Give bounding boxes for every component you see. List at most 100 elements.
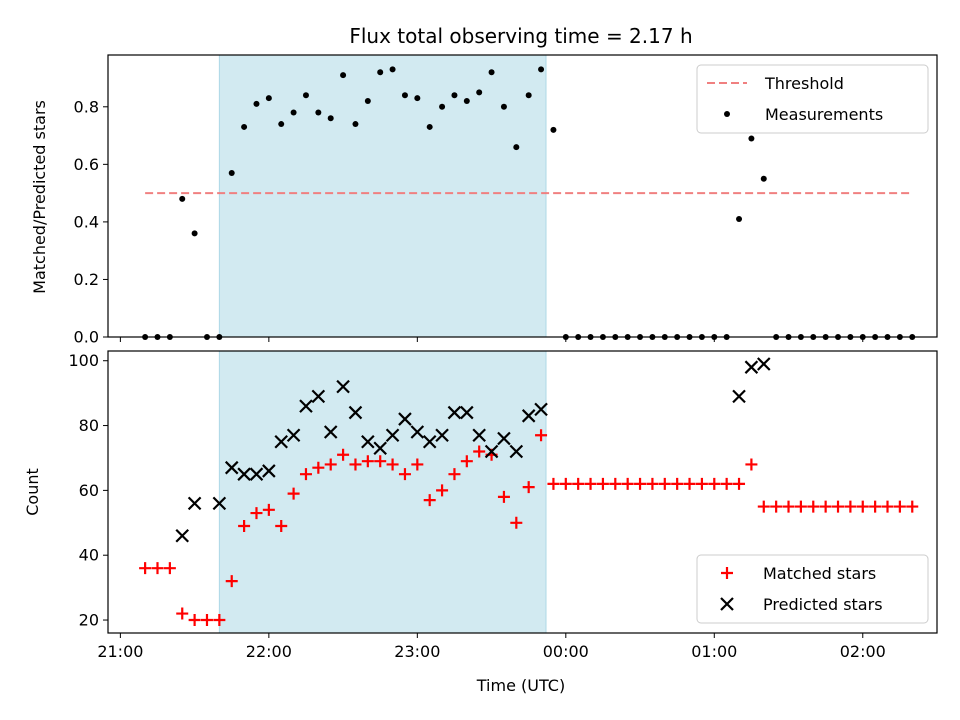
predicted-star-point — [484, 444, 499, 459]
predicted-star-point — [286, 428, 301, 443]
matched-star-point — [225, 575, 238, 588]
predicted-star-point — [274, 434, 289, 449]
matched-star-point — [782, 500, 795, 513]
x-tick-label: 01:00 — [691, 642, 737, 661]
measurement-point — [476, 89, 483, 96]
measurement-point — [760, 175, 767, 182]
measurement-point — [364, 98, 371, 105]
predicted-star-point — [398, 412, 412, 426]
matched-star-point — [906, 500, 919, 513]
legend-measurements-label: Measurements — [765, 105, 883, 124]
measurement-point — [241, 123, 248, 130]
predicted-star-point — [348, 405, 363, 420]
matched-star-point — [448, 468, 461, 481]
bottom-axes-frame — [107, 350, 938, 634]
matched-star-point — [349, 458, 362, 471]
matched-star-point — [547, 477, 560, 490]
matched-star-point — [473, 445, 486, 458]
matched-star-point — [275, 520, 288, 533]
x-axis-label: Time (UTC) — [476, 676, 565, 695]
matched-star-point — [683, 477, 696, 490]
matched-star-point — [262, 503, 275, 516]
legend-predicted-label: Predicted stars — [763, 595, 883, 614]
measurement-point — [315, 109, 322, 116]
measurement-point — [191, 230, 198, 237]
matched-star-point — [299, 468, 312, 481]
legend-matched-label: Matched stars — [763, 564, 876, 583]
top-axes-frame — [107, 54, 938, 338]
matched-star-point — [596, 477, 609, 490]
measurement-point — [179, 195, 186, 202]
matched-star-point — [510, 516, 523, 529]
matched-star-point — [386, 458, 399, 471]
measurement-point — [451, 92, 458, 99]
predicted-star-point — [732, 389, 746, 404]
matched-star-point — [151, 562, 164, 575]
matched-star-point — [324, 458, 337, 471]
measurement-point — [290, 109, 297, 116]
matched-star-point — [559, 477, 572, 490]
predicted-star-point — [249, 467, 264, 481]
measurement-point — [302, 92, 309, 99]
y-tick-label: 100 — [68, 351, 99, 370]
predicted-star-point — [224, 460, 239, 475]
y-tick-label: 20 — [79, 611, 99, 630]
matched-star-point — [163, 562, 176, 575]
observing-span — [218, 350, 547, 634]
measurement-point — [377, 69, 384, 76]
chart-title: Flux total observing time = 2.17 h — [349, 24, 692, 48]
measurement-point — [389, 66, 396, 73]
bottom-legend-box — [696, 554, 929, 624]
matched-star-point — [436, 484, 449, 497]
matched-star-point — [497, 490, 510, 503]
measurement-point — [500, 103, 507, 110]
y-tick-label: 0.8 — [74, 97, 99, 116]
matched-star-point — [832, 500, 845, 513]
matched-star-point — [361, 455, 374, 468]
predicted-star-point — [336, 379, 350, 394]
matched-star-point — [188, 614, 201, 627]
matched-star-point — [250, 507, 263, 520]
matched-star-point — [695, 477, 708, 490]
predicted-star-point — [311, 389, 326, 404]
matched-star-point — [374, 455, 387, 468]
measurement-point — [278, 121, 285, 128]
y-tick-label: 0.2 — [74, 270, 99, 289]
matched-star-point — [770, 500, 783, 513]
x-tick-label: 22:00 — [246, 642, 292, 661]
measurement-point — [401, 92, 408, 99]
measurement-point — [488, 69, 495, 76]
measurement-point — [228, 169, 235, 176]
predicted-star-point — [373, 441, 387, 456]
matched-star-point — [535, 429, 548, 442]
matched-star-point — [337, 448, 350, 461]
matched-star-point — [213, 614, 226, 627]
matched-star-point — [287, 487, 300, 500]
measurement-point — [463, 98, 470, 105]
predicted-star-point — [410, 425, 425, 439]
measurement-point — [327, 115, 334, 122]
x-tick-label: 21:00 — [97, 642, 143, 661]
predicted-star-point — [460, 405, 474, 420]
matched-star-point — [671, 477, 684, 490]
measurement-point — [550, 126, 557, 133]
legend-threshold-label: Threshold — [764, 74, 844, 93]
matched-star-point — [733, 477, 746, 490]
predicted-star-point — [212, 496, 227, 511]
matched-star-point — [460, 455, 473, 468]
bottom-panel: 20 40 60 80 100 21:00 22:00 23:00 00:00 01:00 02:0… — [68, 350, 938, 661]
matched-star-point — [411, 458, 424, 471]
matched-star-point — [176, 607, 189, 620]
predicted-star-point — [435, 428, 449, 443]
legend-measurements-swatch — [724, 111, 730, 117]
matched-star-point — [621, 477, 634, 490]
predicted-star-point — [472, 428, 486, 443]
matched-star-point — [819, 500, 832, 513]
measurement-point — [340, 72, 347, 79]
measurement-point — [439, 103, 446, 110]
predicted-star-point — [299, 399, 313, 413]
measurement-point — [525, 92, 532, 99]
matched-star-point — [634, 477, 647, 490]
matched-star-point — [200, 614, 213, 627]
